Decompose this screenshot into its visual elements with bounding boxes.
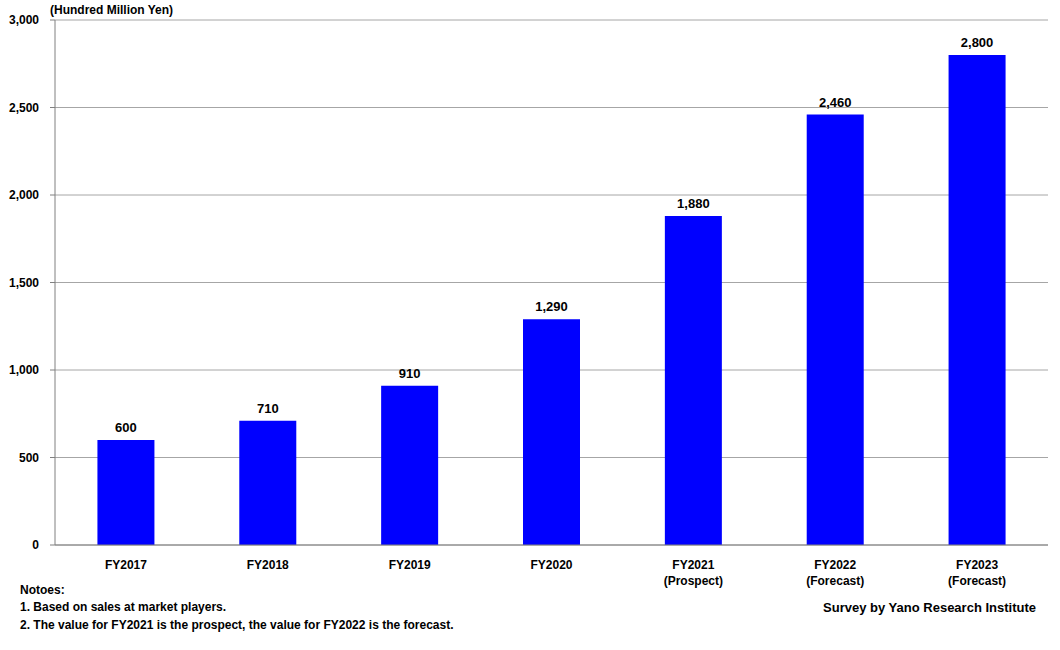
bar (239, 421, 296, 545)
tick-mark (50, 107, 55, 108)
y-tick-label: 1,500 (9, 276, 39, 290)
notes-heading: Notoes: (20, 583, 65, 597)
data-label: 710 (257, 401, 279, 416)
y-axis-label: (Hundred Million Yen) (50, 3, 173, 17)
note: 2. The value for FY2021 is the prospect,… (20, 618, 454, 632)
data-label: 910 (399, 366, 421, 381)
source: Survey by Yano Research Institute (823, 600, 1036, 615)
x-tick-label: FY2023(Forecast) (948, 558, 1006, 588)
y-tick-label: 1,000 (9, 363, 39, 377)
bar (381, 386, 438, 545)
grid-line (55, 107, 1048, 108)
bar (97, 440, 154, 545)
data-label: 1,290 (535, 299, 568, 314)
y-tick-label: 500 (19, 451, 39, 465)
x-tick-label: FY2018 (247, 558, 289, 572)
tick-mark (50, 282, 55, 283)
tick-mark (50, 370, 55, 371)
data-label: 600 (115, 420, 137, 435)
tick-mark (50, 545, 55, 546)
page: {"chart_data": { "type": "bar", "y_axis_… (0, 0, 1060, 650)
x-tick-label: FY2017 (105, 558, 147, 572)
tick-mark (50, 457, 55, 458)
y-tick-label: 3,000 (9, 13, 39, 27)
y-tick-label: 2,000 (9, 188, 39, 202)
bar (523, 319, 580, 545)
x-tick-label: FY2020 (530, 558, 572, 572)
y-tick-label: 0 (32, 538, 39, 552)
grid-line (55, 20, 1048, 21)
bar (665, 216, 722, 545)
x-axis (55, 545, 1048, 546)
note: 1. Based on sales at market players. (20, 600, 226, 614)
data-label: 2,800 (961, 35, 994, 50)
bar (949, 55, 1006, 545)
x-tick-label: FY2019 (389, 558, 431, 572)
grid-line (55, 545, 1048, 546)
tick-mark (50, 20, 55, 21)
grid (50, 20, 1048, 545)
tick-mark (50, 195, 55, 196)
data-label: 2,460 (819, 95, 852, 110)
y-tick-label: 2,500 (9, 101, 39, 115)
bars (97, 55, 1005, 545)
chart: 0 500 1,000 1,500 2,000 2,500 3,000 600 710 910 1,… (0, 0, 1060, 650)
data-label: 1,880 (677, 196, 710, 211)
x-tick-label: FY2022(Forecast) (806, 558, 864, 588)
grid-line (55, 282, 1048, 283)
x-tick-label: FY2021(Prospect) (664, 558, 723, 588)
y-axis (55, 20, 56, 545)
grid-line (55, 195, 1048, 196)
bar (807, 115, 864, 546)
